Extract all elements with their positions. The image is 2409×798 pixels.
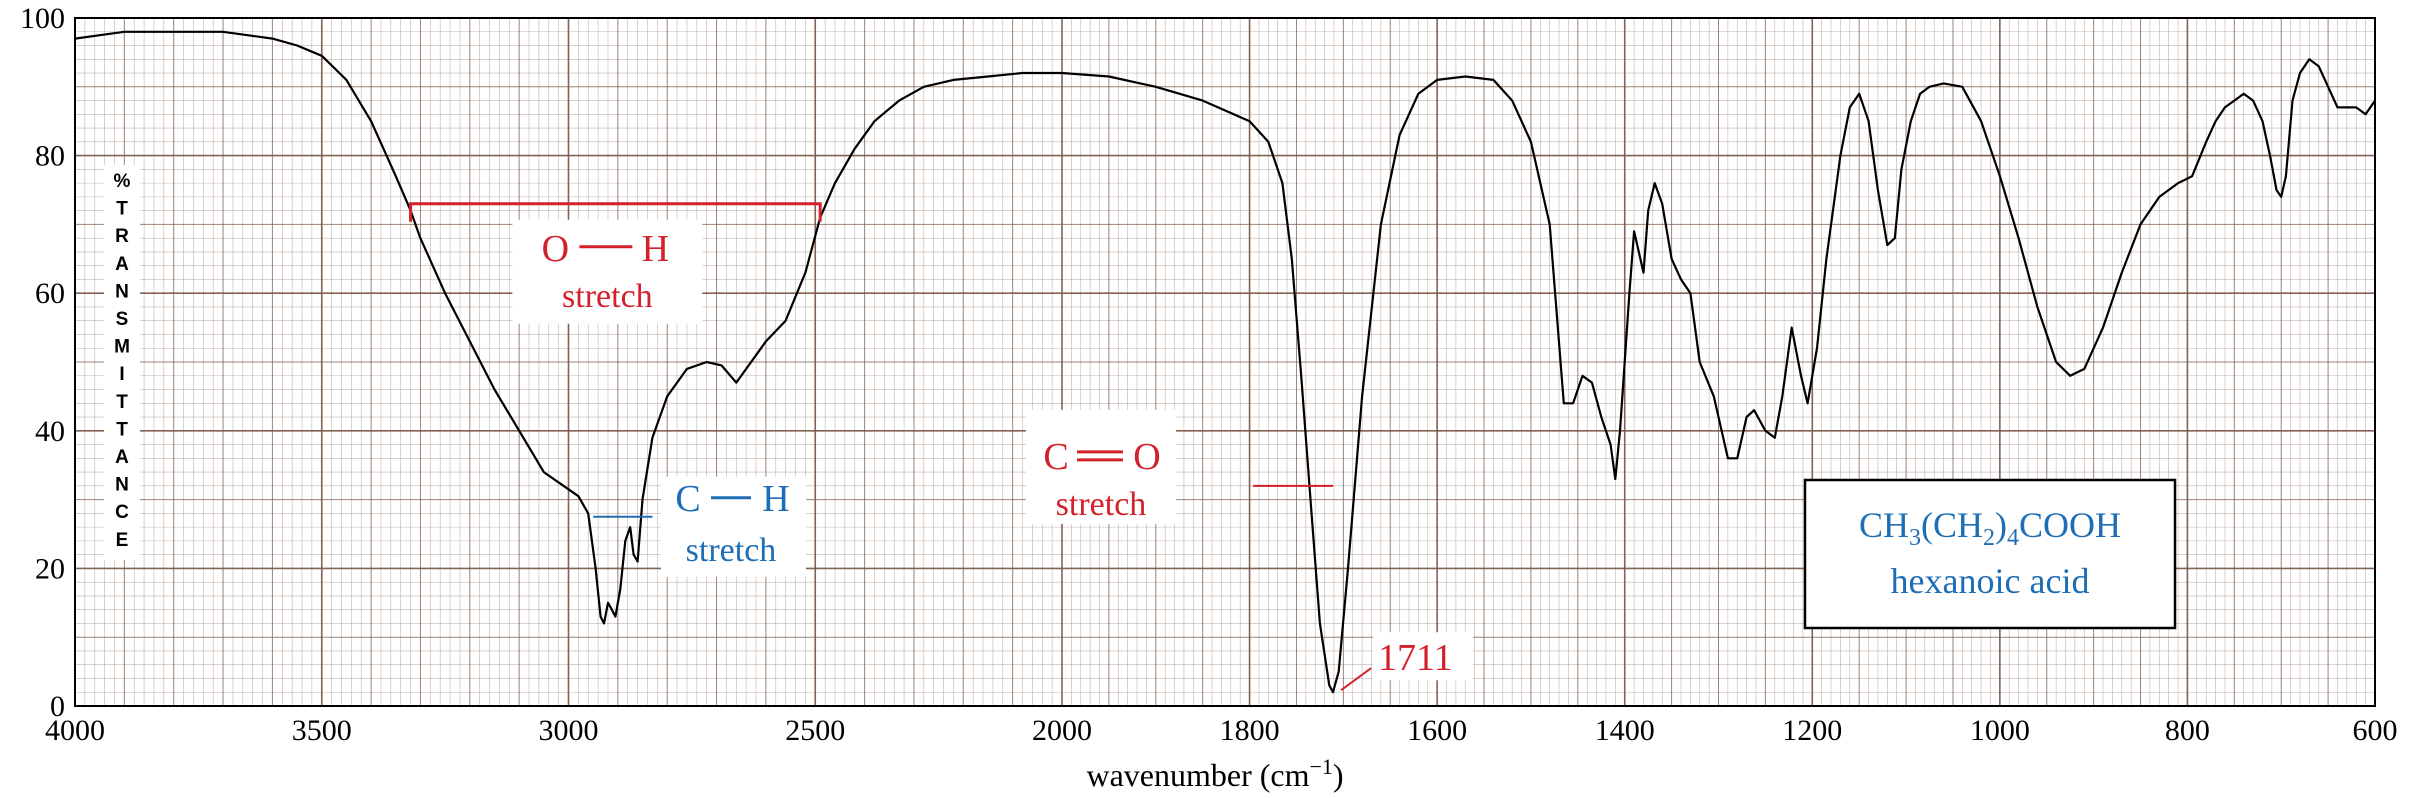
y-tick-label-60: 60: [35, 277, 65, 310]
compound-formula: CH3(CH2)4COOH: [1859, 505, 2121, 551]
ch-label-background: [661, 476, 806, 577]
formula-ch: CH: [1859, 505, 1909, 545]
y-axis-title-letter: E: [116, 530, 129, 551]
x-tick-label-2500: 2500: [785, 714, 845, 747]
x-tick-label-600: 600: [2353, 714, 2398, 747]
x-axis-title: wavenumber (cm−1): [1086, 754, 1343, 793]
oh-bracket: [409, 202, 822, 222]
formula-sub-4: 4: [2007, 525, 2019, 551]
x-tick-label-2000: 2000: [1032, 714, 1092, 747]
co-label-background: [1026, 409, 1176, 524]
formula-close-paren: ): [1995, 505, 2007, 545]
y-axis-title-letter: C: [115, 502, 129, 523]
oh-label-h: H: [642, 228, 669, 270]
x-tick-label-3500: 3500: [292, 714, 352, 747]
y-axis-title-letter: I: [119, 364, 124, 385]
x-axis-title-close: ): [1333, 757, 1344, 793]
peak-label-background: [1373, 632, 1474, 681]
y-tick-label-80: 80: [35, 140, 65, 173]
x-tick-label-1800: 1800: [1220, 714, 1280, 747]
x-tick-label-1000: 1000: [1970, 714, 2030, 747]
y-axis-title-letter: T: [116, 419, 128, 440]
y-axis-title-letter: S: [116, 309, 129, 330]
ch-label-c: C: [675, 478, 700, 520]
formula-ch2: (CH: [1921, 505, 1983, 545]
formula-cooh: COOH: [2019, 505, 2121, 545]
x-tick-label-1200: 1200: [1782, 714, 1842, 747]
x-tick-labels: 4000 3500 3000 2500 2000 1800 1600 1400 1200 1000…: [45, 714, 2398, 747]
y-axis-title-letter: A: [115, 254, 129, 275]
co-label-c: C: [1043, 436, 1068, 478]
x-tick-label-1400: 1400: [1595, 714, 1655, 747]
compound-legend-box: [1803, 478, 2177, 630]
formula-sub-2: 2: [1983, 525, 1995, 551]
ch-stretch-label: stretch: [686, 532, 777, 569]
y-axis-title-background: [104, 165, 140, 560]
y-axis-title-letter: N: [115, 281, 129, 302]
y-axis-title-letter: %: [114, 171, 131, 192]
oh-label-o: O: [542, 228, 569, 270]
formula-sub-3: 3: [1909, 525, 1921, 551]
oh-stretch-annotation: O H stretch: [409, 202, 822, 324]
y-tick-label-40: 40: [35, 415, 65, 448]
ch-stretch-annotation: C H stretch: [593, 476, 806, 577]
x-tick-label-4000: 4000: [45, 714, 105, 747]
plot-frame: [74, 17, 2376, 707]
y-tick-label-20: 20: [35, 552, 65, 585]
y-axis-title-letter: A: [115, 447, 129, 468]
y-axis-title-letter: T: [116, 392, 128, 413]
y-axis-title-letter: T: [116, 199, 128, 220]
y-tick-labels: 0 20 40 60 80 100: [20, 2, 65, 723]
co-stretch-label: stretch: [1056, 486, 1147, 523]
co-label-o: O: [1133, 436, 1160, 478]
peak-1711-label: 1711: [1378, 637, 1453, 679]
co-stretch-annotation: C O stretch: [1026, 409, 1334, 524]
compound-legend: CH3(CH2)4COOH hexanoic acid: [1803, 478, 2177, 630]
y-tick-label-100: 100: [20, 2, 65, 35]
y-tick-label-0: 0: [50, 690, 65, 723]
spectrum-line: [74, 30, 2376, 694]
x-axis-title-sup: −1: [1309, 754, 1332, 779]
ch-label-h: H: [762, 478, 789, 520]
oh-stretch-label: stretch: [562, 278, 653, 315]
x-tick-label-1600: 1600: [1407, 714, 1467, 747]
peak-marker-line: [1340, 667, 1372, 692]
x-tick-label-800: 800: [2165, 714, 2210, 747]
oh-label-background: [512, 219, 703, 324]
x-tick-label-3000: 3000: [539, 714, 599, 747]
peak-1711-annotation: 1711: [1340, 632, 1474, 692]
compound-name: hexanoic acid: [1891, 561, 2090, 601]
x-axis-title-main: wavenumber (cm: [1086, 757, 1309, 793]
y-axis-title-letter: N: [115, 475, 129, 496]
y-axis-title-letter: M: [114, 337, 130, 358]
y-axis-title-letter: R: [115, 226, 129, 247]
